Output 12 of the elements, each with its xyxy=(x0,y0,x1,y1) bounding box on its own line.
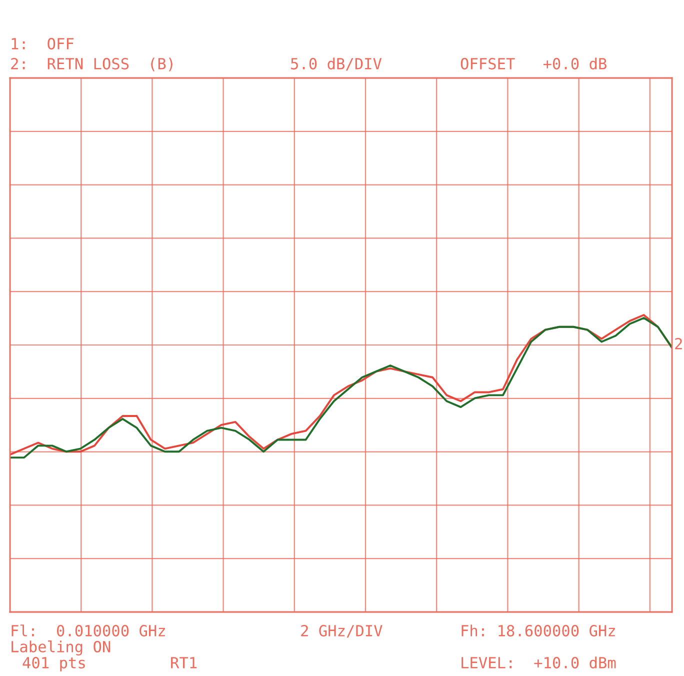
text: 2 xyxy=(675,338,682,350)
text: 401 pts xyxy=(22,656,85,672)
text: LEVEL: +10.0 dBm xyxy=(462,656,616,668)
text: Fh: 18.600000 GHz xyxy=(462,624,615,636)
text: 2 GHz/DIV xyxy=(301,624,382,638)
text: 5.0 dB/DIV xyxy=(291,58,382,71)
text: OFFSET +0.0 dB xyxy=(460,58,606,70)
text: Labeling ON xyxy=(12,640,110,656)
text: RT1 xyxy=(171,657,197,668)
text: Fl: 0.010000 GHz xyxy=(12,624,165,636)
text: 2: RETN LOSS (B) xyxy=(11,58,172,72)
text: 1: OFF xyxy=(12,38,74,50)
